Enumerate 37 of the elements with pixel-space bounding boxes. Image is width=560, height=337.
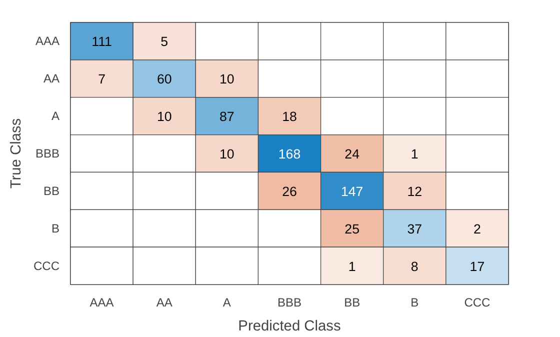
data-label: 26 xyxy=(282,184,297,199)
data-label: 147 xyxy=(340,184,364,199)
data-label: 24 xyxy=(344,146,360,162)
x-axis-title: Predicted Class xyxy=(238,318,341,334)
x-tick-label: CCC xyxy=(464,296,491,310)
y-tick-label: CCC xyxy=(34,258,60,273)
x-tick-label: BB xyxy=(344,296,360,310)
y-axis-title: True Class xyxy=(8,118,24,189)
data-label: 168 xyxy=(278,146,301,162)
data-label: 2 xyxy=(474,221,481,236)
x-tick-label: BBB xyxy=(277,296,302,310)
data-label: 7 xyxy=(98,72,106,87)
data-label: 10 xyxy=(220,72,234,87)
data-label: 25 xyxy=(344,221,360,236)
y-tick-label: A xyxy=(51,109,60,124)
data-label: 10 xyxy=(156,109,172,124)
x-tick-label: B xyxy=(410,296,419,310)
data-label: 12 xyxy=(407,184,422,199)
data-label: 111 xyxy=(92,34,112,50)
data-label: 87 xyxy=(220,109,234,124)
y-tick-label: B xyxy=(51,221,60,236)
x-tick-label: AA xyxy=(156,296,172,310)
y-tick-label: AAA xyxy=(35,34,60,48)
data-label: 10 xyxy=(220,146,234,162)
x-tick-label: AAA xyxy=(90,296,114,310)
data-label: 1 xyxy=(410,146,418,162)
data-label: 8 xyxy=(410,258,418,274)
data-label: 17 xyxy=(470,258,485,274)
data-label: 60 xyxy=(156,72,172,87)
data-label: 18 xyxy=(282,109,297,124)
data-label: 5 xyxy=(160,34,168,50)
y-tick-label: AA xyxy=(43,72,60,86)
y-tick-label: BB xyxy=(43,184,60,198)
y-tick-label: BBB xyxy=(35,146,60,160)
data-label: 37 xyxy=(407,221,422,236)
x-tick-label: A xyxy=(222,296,231,310)
data-label: 1 xyxy=(348,258,356,274)
